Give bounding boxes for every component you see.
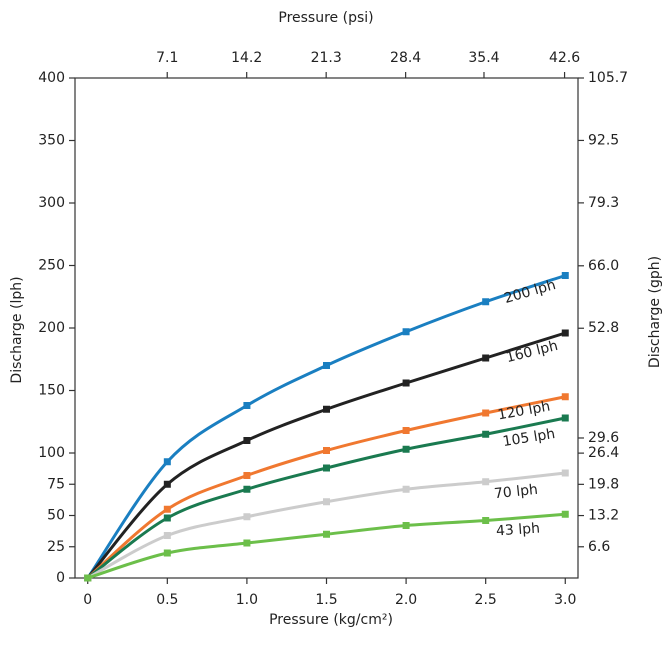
series-label: 70 lph [493,482,538,503]
x-tick-label: 1.0 [236,592,258,608]
point-marker [402,379,410,387]
x-tick-label: 0.5 [156,592,178,608]
x2-tick-label: 14.2 [231,50,262,66]
x-axis-title: Pressure (kg/cm²) [269,612,393,628]
y-tick-label: 400 [38,70,65,86]
point-marker [402,522,410,529]
y-tick-label: 50 [47,508,65,524]
point-marker [243,402,251,409]
point-marker [323,530,330,538]
series-line [86,331,566,579]
point-marker [243,472,251,479]
series-label: 120 lph [497,399,552,424]
point-marker [482,409,490,417]
point-marker [482,298,490,306]
x2-tick-label: 42.6 [549,50,580,66]
point-marker [163,549,171,557]
point-marker [561,469,569,477]
y-axis-title: Discharge (lph) [9,276,25,383]
y-tick-label: 100 [38,445,65,461]
y2-tick-label: 19.8 [588,476,619,492]
point-marker [323,362,330,369]
y2-axis-title: Discharge (gph) [647,256,663,368]
y2-tick-label: 29.6 [588,430,619,446]
x2-tick-label: 21.3 [311,50,342,66]
point-marker [482,517,490,524]
point-marker [163,532,171,539]
point-marker [243,513,251,521]
point-marker [402,427,410,434]
x-tick-label: 0 [83,592,92,608]
y2-tick-label: 66.0 [588,258,619,274]
y2-tick-label: 79.3 [588,195,619,211]
y-tick-label: 300 [38,195,65,211]
y-tick-label: 25 [47,539,65,555]
y-tick-label: 200 [38,320,65,336]
point-marker [561,272,569,279]
point-marker [402,485,410,493]
y-tick-label: 350 [38,133,65,149]
y2-tick-label: 52.8 [588,320,619,336]
x2-tick-label: 28.4 [390,50,421,66]
x-tick-label: 2.0 [395,592,417,608]
point-marker [163,514,171,522]
x2-axis-title: Pressure (psi) [278,10,373,26]
point-marker [561,414,569,422]
x2-tick-label: 35.4 [468,50,499,66]
point-marker [561,393,569,401]
point-marker [402,445,410,453]
point-marker [323,464,330,472]
y2-tick-label: 105.7 [588,70,628,86]
y-tick-label: 75 [47,476,65,492]
x2-tick-label: 7.1 [156,50,178,66]
y2-tick-label: 13.2 [588,508,619,524]
y2-tick-label: 26.4 [588,445,619,461]
y2-tick-label: 6.6 [588,539,610,555]
point-marker [561,329,569,337]
point-marker [482,478,490,486]
point-marker [243,437,251,444]
point-marker [323,405,330,413]
point-marker [323,447,330,454]
y-tick-label: 150 [38,383,65,399]
point-marker [482,354,490,362]
point-marker [163,505,171,513]
point-marker [243,539,251,547]
point-marker [402,328,410,336]
y2-tick-label: 92.5 [588,132,619,148]
x-tick-label: 2.5 [475,592,497,608]
series-label: 200 lph [502,277,557,307]
point-marker [243,485,251,493]
y-tick-label: 0 [56,570,65,586]
y-tick-label: 250 [38,258,65,274]
point-marker [163,480,171,488]
x-tick-label: 3.0 [554,592,576,608]
point-marker [482,430,490,438]
x-tick-label: 1.5 [315,592,337,608]
point-marker [561,510,569,518]
point-marker [163,458,171,466]
point-marker [323,498,330,506]
point-marker [84,574,92,582]
series-label: 43 lph [496,520,541,539]
